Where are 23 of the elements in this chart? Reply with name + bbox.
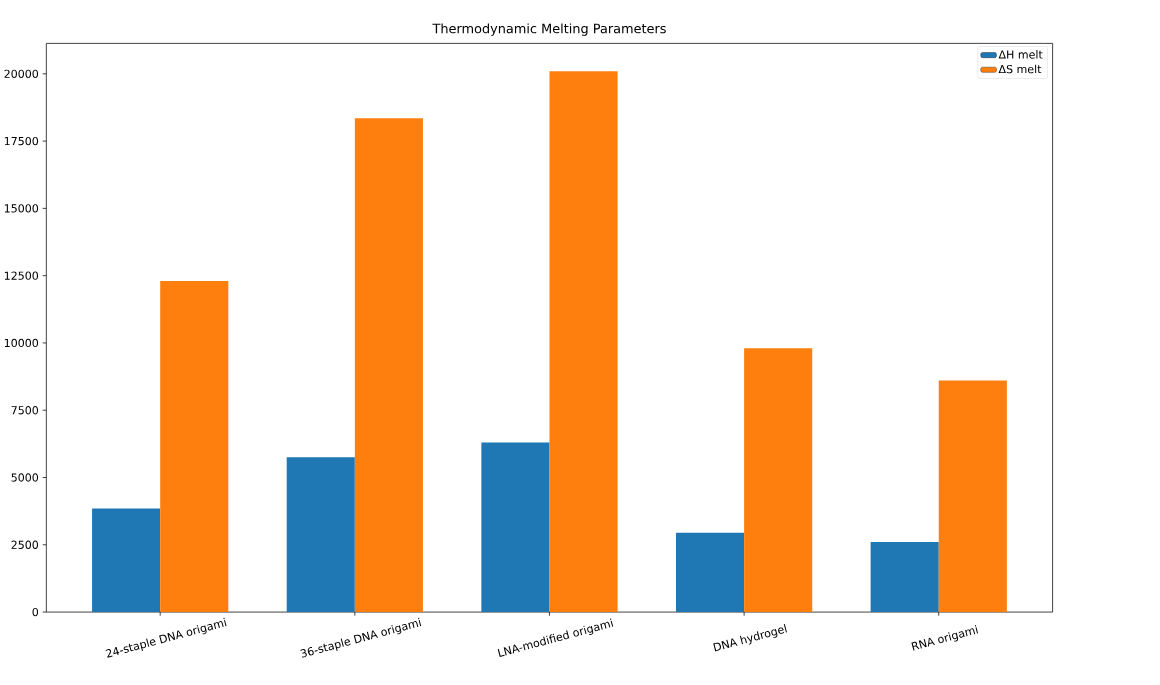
bar: [481, 442, 550, 613]
bar: [92, 508, 161, 613]
y-tick-label: 10000: [4, 338, 39, 348]
y-tick-label: 2500: [11, 540, 39, 549]
y-tick-label: 0: [32, 607, 39, 617]
y-tick-label: 7500: [11, 406, 39, 415]
legend-label: ΔH melt: [998, 50, 1043, 59]
bar: [675, 532, 745, 613]
y-tick-label: 17500: [4, 136, 39, 146]
bar: [744, 348, 813, 613]
bar: [870, 542, 939, 613]
bar: [286, 457, 355, 613]
y-tick-label: 20000: [4, 69, 39, 78]
y-tick-label: 15000: [4, 204, 39, 213]
bar: [354, 118, 423, 613]
legend-label: ΔS melt: [998, 64, 1042, 74]
chart-title: Thermodynamic Melting Parameters: [432, 23, 666, 36]
bar: [938, 380, 1007, 613]
bar: [160, 281, 229, 613]
y-tick-label: 5000: [11, 473, 39, 482]
y-tick-label: 12500: [4, 271, 39, 280]
x-tick-label: RNA origami: [911, 625, 979, 651]
bar: [549, 71, 618, 613]
